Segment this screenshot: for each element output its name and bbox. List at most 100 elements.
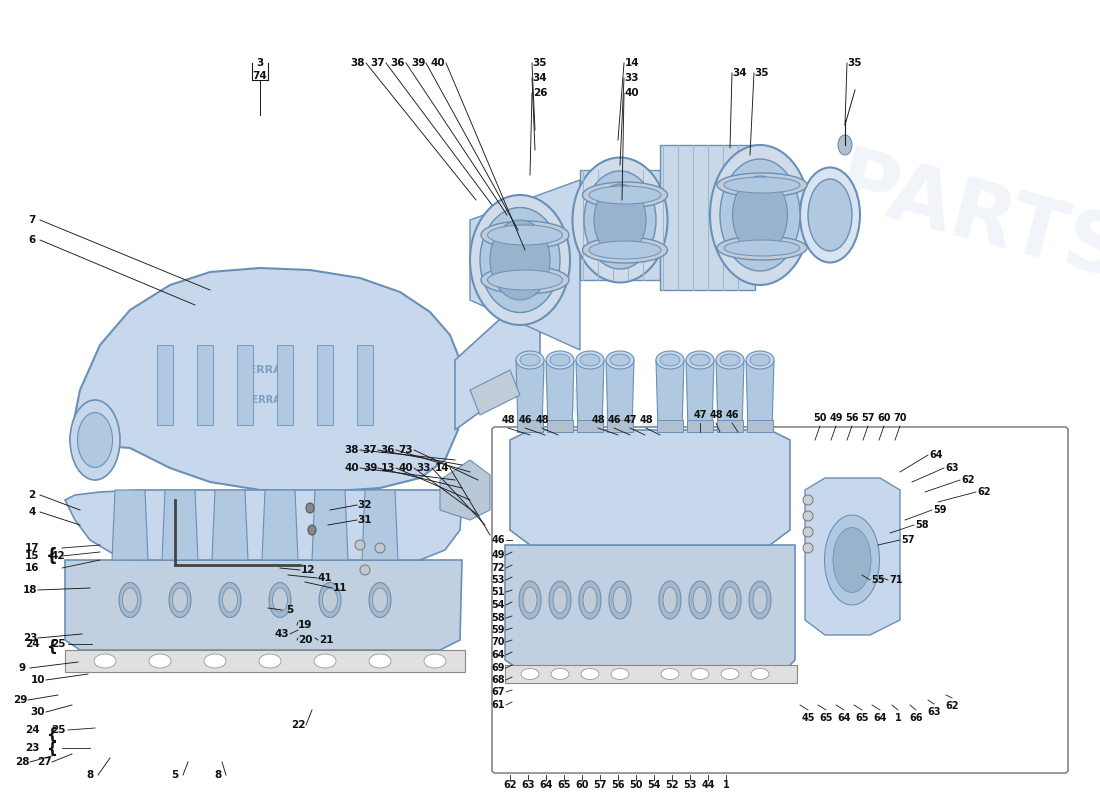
- Text: 74: 74: [253, 71, 267, 81]
- Text: 62: 62: [945, 701, 959, 711]
- Ellipse shape: [424, 654, 446, 668]
- Polygon shape: [656, 360, 684, 430]
- Polygon shape: [746, 360, 774, 430]
- Text: 4: 4: [29, 507, 35, 517]
- Text: 70: 70: [893, 413, 906, 423]
- Polygon shape: [516, 360, 544, 430]
- Text: 71: 71: [889, 575, 903, 585]
- Polygon shape: [510, 430, 790, 545]
- Ellipse shape: [724, 177, 800, 193]
- Ellipse shape: [550, 354, 570, 366]
- Polygon shape: [212, 490, 248, 560]
- Text: 35: 35: [532, 58, 548, 68]
- Ellipse shape: [546, 351, 574, 369]
- Ellipse shape: [717, 236, 807, 260]
- Ellipse shape: [609, 581, 631, 619]
- Ellipse shape: [749, 581, 771, 619]
- Ellipse shape: [803, 495, 813, 505]
- Ellipse shape: [800, 167, 860, 262]
- Text: 65: 65: [820, 713, 833, 723]
- Text: 61: 61: [492, 700, 505, 710]
- Ellipse shape: [520, 354, 540, 366]
- Text: 19: 19: [298, 620, 312, 630]
- Ellipse shape: [549, 581, 571, 619]
- Ellipse shape: [691, 669, 710, 679]
- Text: 5: 5: [172, 770, 178, 780]
- Text: 9: 9: [19, 663, 25, 673]
- Text: 56: 56: [612, 780, 625, 790]
- Ellipse shape: [581, 669, 600, 679]
- Polygon shape: [805, 478, 900, 635]
- Ellipse shape: [803, 511, 813, 521]
- Bar: [517, 420, 543, 432]
- Text: 42: 42: [51, 551, 65, 561]
- Text: 44: 44: [702, 780, 715, 790]
- Bar: [578, 420, 603, 432]
- Polygon shape: [65, 560, 462, 650]
- Bar: [717, 420, 743, 432]
- Ellipse shape: [308, 525, 316, 535]
- Ellipse shape: [808, 179, 852, 251]
- Text: 27: 27: [36, 757, 52, 767]
- Text: 47: 47: [693, 410, 706, 420]
- Ellipse shape: [306, 503, 313, 513]
- Ellipse shape: [322, 588, 338, 612]
- Text: 63: 63: [927, 707, 940, 717]
- Text: 5: 5: [286, 605, 294, 615]
- Text: 46: 46: [492, 535, 505, 545]
- Ellipse shape: [689, 581, 711, 619]
- Text: 65: 65: [558, 780, 571, 790]
- Bar: [607, 420, 632, 432]
- Text: 53: 53: [492, 575, 505, 585]
- Text: 56: 56: [845, 413, 859, 423]
- Ellipse shape: [487, 270, 562, 290]
- Text: 3: 3: [256, 58, 264, 68]
- Text: 24: 24: [24, 639, 40, 649]
- Text: 64: 64: [492, 650, 505, 660]
- Ellipse shape: [656, 351, 684, 369]
- Text: 60: 60: [878, 413, 891, 423]
- Ellipse shape: [583, 182, 668, 208]
- Ellipse shape: [661, 669, 679, 679]
- Text: 62: 62: [504, 780, 517, 790]
- Text: 48: 48: [502, 415, 515, 425]
- Ellipse shape: [733, 176, 788, 254]
- Text: 33: 33: [417, 463, 431, 473]
- Text: 2: 2: [29, 490, 35, 500]
- Polygon shape: [362, 490, 398, 560]
- Ellipse shape: [122, 588, 138, 612]
- Ellipse shape: [803, 527, 813, 537]
- Text: 48: 48: [639, 415, 652, 425]
- Ellipse shape: [803, 543, 813, 553]
- Text: 49: 49: [829, 413, 843, 423]
- Ellipse shape: [355, 540, 365, 550]
- Text: 50: 50: [629, 780, 642, 790]
- Text: 36: 36: [381, 445, 395, 455]
- Ellipse shape: [720, 354, 740, 366]
- Bar: [747, 420, 773, 432]
- Text: 17: 17: [24, 543, 40, 553]
- Text: 57: 57: [901, 535, 915, 545]
- Text: 63: 63: [521, 780, 535, 790]
- Text: 69: 69: [492, 663, 505, 673]
- Text: 25: 25: [51, 725, 65, 735]
- Text: 12: 12: [300, 565, 316, 575]
- Ellipse shape: [490, 220, 550, 300]
- Text: 40: 40: [431, 58, 446, 68]
- Ellipse shape: [368, 654, 390, 668]
- Text: 67: 67: [492, 687, 505, 697]
- Ellipse shape: [319, 582, 341, 618]
- Bar: [657, 420, 683, 432]
- Text: 48: 48: [710, 410, 723, 420]
- Ellipse shape: [710, 145, 810, 285]
- Polygon shape: [65, 490, 462, 560]
- Text: 25: 25: [51, 639, 65, 649]
- Text: 16: 16: [24, 563, 40, 573]
- Text: 11: 11: [332, 583, 348, 593]
- Ellipse shape: [583, 587, 597, 613]
- Text: 54: 54: [647, 780, 661, 790]
- Ellipse shape: [516, 351, 544, 369]
- Text: 66: 66: [910, 713, 923, 723]
- Text: 40: 40: [625, 88, 639, 98]
- Text: 30: 30: [31, 707, 45, 717]
